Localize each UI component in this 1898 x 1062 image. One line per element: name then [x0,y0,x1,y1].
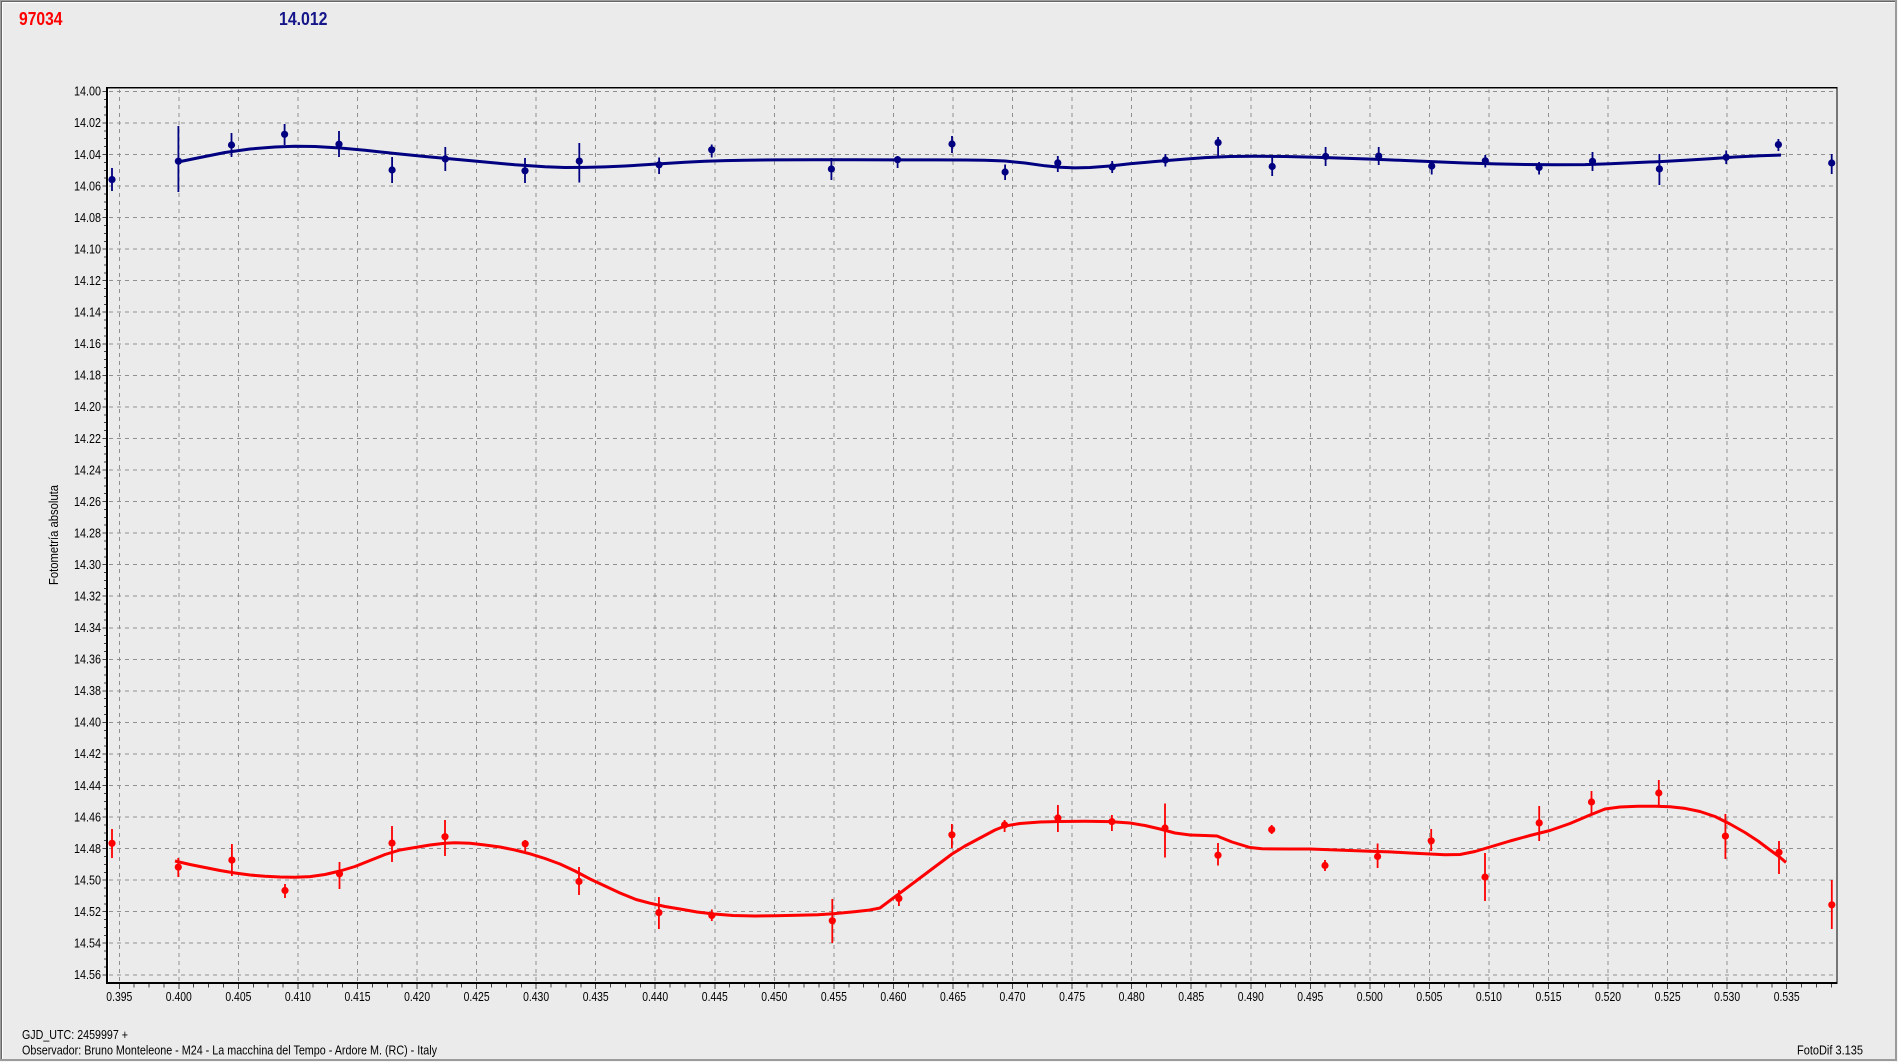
svg-text:0.505: 0.505 [1416,990,1442,1004]
svg-text:14.26: 14.26 [74,495,101,509]
svg-text:Observador: Bruno Monteleone -: Observador: Bruno Monteleone - M24 - La … [22,1043,437,1058]
svg-text:14.46: 14.46 [74,810,101,824]
svg-text:14.12: 14.12 [74,274,101,288]
svg-text:14.38: 14.38 [74,684,101,698]
svg-text:97034: 97034 [19,9,63,29]
svg-text:14.08: 14.08 [74,211,101,225]
svg-text:14.02: 14.02 [74,116,101,130]
svg-text:14.32: 14.32 [74,590,101,604]
svg-text:0.495: 0.495 [1297,990,1323,1004]
svg-text:0.405: 0.405 [225,990,251,1004]
svg-text:14.34: 14.34 [74,621,101,635]
svg-text:0.530: 0.530 [1714,990,1740,1004]
svg-text:14.20: 14.20 [74,400,101,414]
svg-text:14.56: 14.56 [74,968,101,982]
svg-text:0.435: 0.435 [583,990,609,1004]
svg-text:14.48: 14.48 [74,842,101,856]
svg-text:14.24: 14.24 [74,463,101,477]
svg-text:0.490: 0.490 [1238,990,1264,1004]
svg-text:0.465: 0.465 [940,990,966,1004]
svg-text:0.420: 0.420 [404,990,430,1004]
svg-text:GJD_UTC: 2459997 +: GJD_UTC: 2459997 + [22,1027,128,1042]
svg-text:0.520: 0.520 [1595,990,1621,1004]
svg-text:0.400: 0.400 [166,990,192,1004]
svg-text:0.460: 0.460 [880,990,906,1004]
svg-text:14.012: 14.012 [279,9,328,29]
svg-text:0.475: 0.475 [1059,990,1085,1004]
svg-text:14.04: 14.04 [74,148,101,162]
svg-text:14.52: 14.52 [74,905,101,919]
svg-text:0.480: 0.480 [1119,990,1145,1004]
svg-text:0.500: 0.500 [1357,990,1383,1004]
svg-text:0.525: 0.525 [1655,990,1681,1004]
svg-text:0.510: 0.510 [1476,990,1502,1004]
svg-text:14.18: 14.18 [74,369,101,383]
svg-text:14.14: 14.14 [74,306,101,320]
svg-text:0.445: 0.445 [702,990,728,1004]
svg-text:0.440: 0.440 [642,990,668,1004]
svg-text:14.54: 14.54 [74,937,101,951]
svg-text:14.36: 14.36 [74,653,101,667]
svg-text:0.395: 0.395 [106,990,132,1004]
svg-text:0.450: 0.450 [761,990,787,1004]
svg-text:0.470: 0.470 [1000,990,1026,1004]
svg-text:0.485: 0.485 [1178,990,1204,1004]
svg-text:14.22: 14.22 [74,432,101,446]
svg-text:0.410: 0.410 [285,990,311,1004]
svg-text:14.40: 14.40 [74,716,101,730]
svg-text:14.28: 14.28 [74,526,101,540]
svg-text:FotoDif 3.135: FotoDif 3.135 [1797,1043,1863,1058]
svg-text:14.44: 14.44 [74,779,101,793]
svg-text:14.16: 14.16 [74,337,101,351]
svg-text:14.10: 14.10 [74,243,101,257]
svg-text:0.515: 0.515 [1536,990,1562,1004]
svg-text:14.30: 14.30 [74,558,101,572]
svg-text:14.42: 14.42 [74,747,101,761]
svg-text:14.50: 14.50 [74,873,101,887]
svg-text:0.455: 0.455 [821,990,847,1004]
svg-text:0.415: 0.415 [345,990,371,1004]
svg-text:14.00: 14.00 [74,85,101,99]
svg-text:Fotometría absoluta: Fotometría absoluta [47,485,61,585]
svg-text:0.535: 0.535 [1774,990,1800,1004]
svg-text:0.430: 0.430 [523,990,549,1004]
svg-text:14.06: 14.06 [74,179,101,193]
svg-text:0.425: 0.425 [464,990,490,1004]
